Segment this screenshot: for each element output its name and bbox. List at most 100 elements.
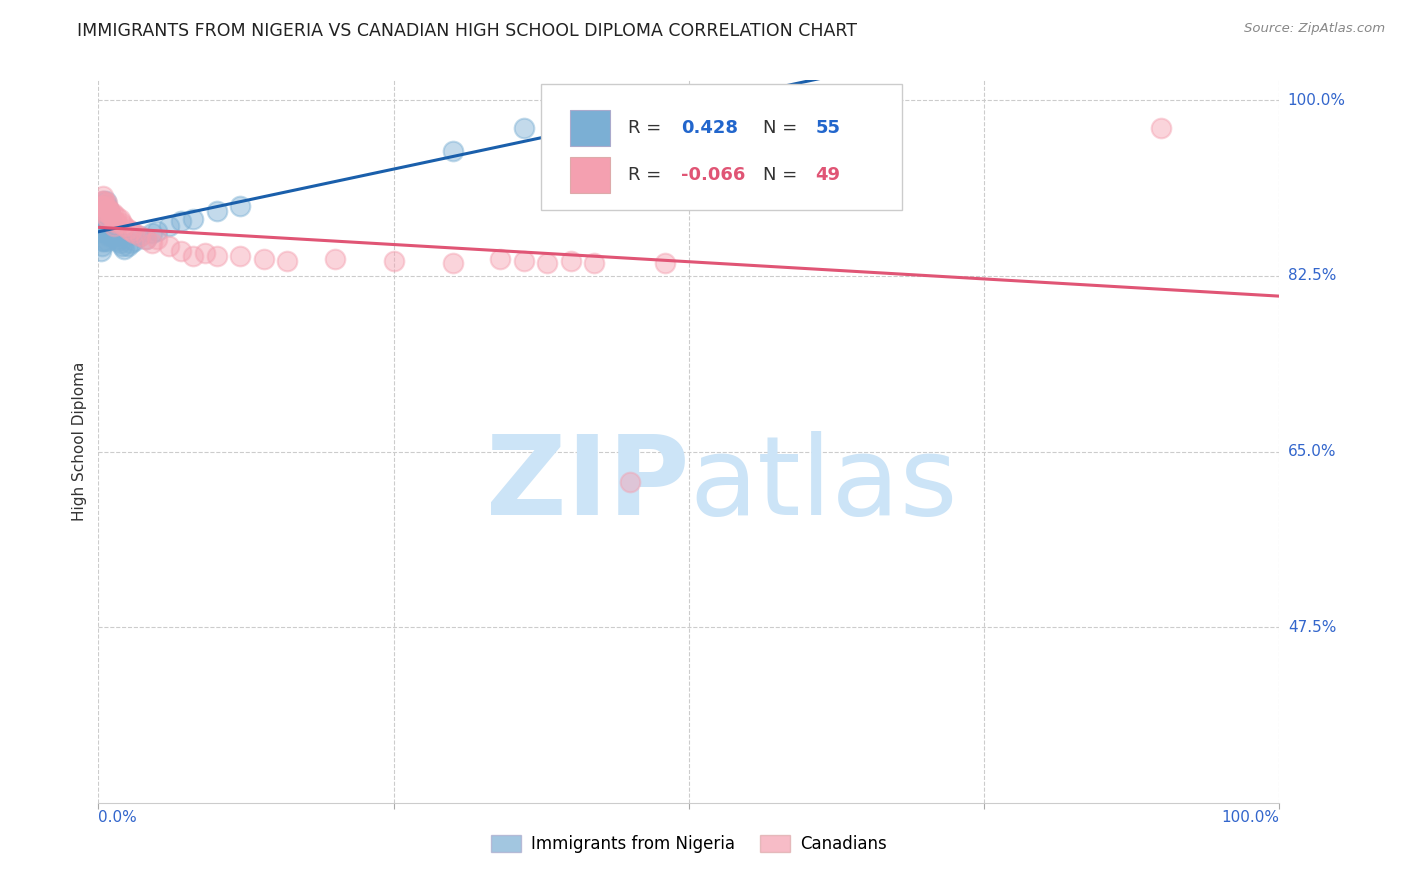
Point xyxy=(117,239,139,253)
Point xyxy=(619,475,641,489)
Point xyxy=(93,203,115,218)
Point xyxy=(96,234,118,248)
Text: 100.0%: 100.0% xyxy=(1222,810,1279,825)
Point xyxy=(205,203,228,218)
Point xyxy=(141,235,163,250)
Point xyxy=(194,245,217,260)
Y-axis label: High School Diploma: High School Diploma xyxy=(72,362,87,521)
Point xyxy=(441,144,464,158)
Point xyxy=(205,249,228,263)
Point xyxy=(146,232,169,246)
Text: R =: R = xyxy=(627,119,661,137)
Point xyxy=(98,205,121,219)
Point xyxy=(98,203,121,218)
Text: 49: 49 xyxy=(815,166,841,184)
Text: IMMIGRANTS FROM NIGERIA VS CANADIAN HIGH SCHOOL DIPLOMA CORRELATION CHART: IMMIGRANTS FROM NIGERIA VS CANADIAN HIGH… xyxy=(77,22,858,40)
Point xyxy=(91,199,114,213)
Point xyxy=(122,226,145,240)
Point xyxy=(94,203,117,218)
Point xyxy=(97,202,120,216)
Point xyxy=(97,202,120,216)
Point xyxy=(93,209,115,223)
Point xyxy=(91,224,114,238)
Point xyxy=(141,226,163,240)
Point xyxy=(91,239,114,253)
Point xyxy=(90,199,112,213)
Point xyxy=(112,242,135,256)
Text: R =: R = xyxy=(627,166,661,184)
Point xyxy=(111,239,134,253)
Point xyxy=(91,203,114,218)
Text: -0.066: -0.066 xyxy=(681,166,745,184)
Point xyxy=(91,234,114,248)
Point xyxy=(94,224,117,238)
Point xyxy=(536,256,558,270)
Point xyxy=(229,249,252,263)
Point xyxy=(121,224,143,238)
Text: 82.5%: 82.5% xyxy=(1288,268,1336,284)
Point xyxy=(112,219,135,233)
Point xyxy=(128,228,150,243)
Point xyxy=(90,244,112,258)
Text: 55: 55 xyxy=(815,119,841,137)
Text: N =: N = xyxy=(763,119,797,137)
Point xyxy=(98,203,121,218)
FancyBboxPatch shape xyxy=(569,157,610,193)
Point xyxy=(253,252,276,266)
Text: 47.5%: 47.5% xyxy=(1288,620,1336,635)
Point xyxy=(229,199,252,213)
Point xyxy=(100,226,122,240)
Point xyxy=(93,194,115,208)
Point xyxy=(104,213,127,227)
Point xyxy=(97,211,120,226)
Point xyxy=(1150,121,1173,136)
Point xyxy=(157,239,180,253)
Point xyxy=(101,219,124,233)
Point xyxy=(157,219,180,233)
Text: 0.0%: 0.0% xyxy=(98,810,138,825)
Point xyxy=(101,205,124,219)
Point xyxy=(441,256,464,270)
Point xyxy=(512,121,534,136)
Point xyxy=(94,209,117,223)
Point xyxy=(108,235,131,250)
Point xyxy=(93,234,115,248)
Point xyxy=(91,213,114,227)
Text: atlas: atlas xyxy=(689,432,957,539)
Point xyxy=(170,244,193,258)
Text: 100.0%: 100.0% xyxy=(1288,93,1346,108)
Point xyxy=(276,253,298,268)
Point xyxy=(93,219,115,233)
Point xyxy=(96,219,118,233)
Point xyxy=(98,216,121,230)
Point xyxy=(101,228,124,243)
Point xyxy=(105,209,128,223)
Point xyxy=(135,232,157,246)
Point xyxy=(93,199,115,213)
Point xyxy=(100,209,122,223)
Point xyxy=(103,219,125,233)
Point xyxy=(107,234,129,248)
Point xyxy=(170,213,193,227)
Point xyxy=(96,209,118,223)
Point xyxy=(489,252,512,266)
Point xyxy=(94,194,117,208)
FancyBboxPatch shape xyxy=(541,84,901,211)
Text: Source: ZipAtlas.com: Source: ZipAtlas.com xyxy=(1244,22,1385,36)
FancyBboxPatch shape xyxy=(569,110,610,146)
Point xyxy=(105,216,128,230)
Point xyxy=(98,228,121,243)
Point xyxy=(91,219,114,233)
Point xyxy=(323,252,346,266)
Text: N =: N = xyxy=(763,166,797,184)
Point xyxy=(117,221,139,235)
Point xyxy=(181,211,204,226)
Point xyxy=(512,253,534,268)
Point xyxy=(108,211,131,226)
Point xyxy=(94,199,117,213)
Point xyxy=(91,194,114,208)
Point xyxy=(94,213,117,227)
Point xyxy=(96,195,118,210)
Point xyxy=(97,224,120,238)
Point xyxy=(128,228,150,243)
